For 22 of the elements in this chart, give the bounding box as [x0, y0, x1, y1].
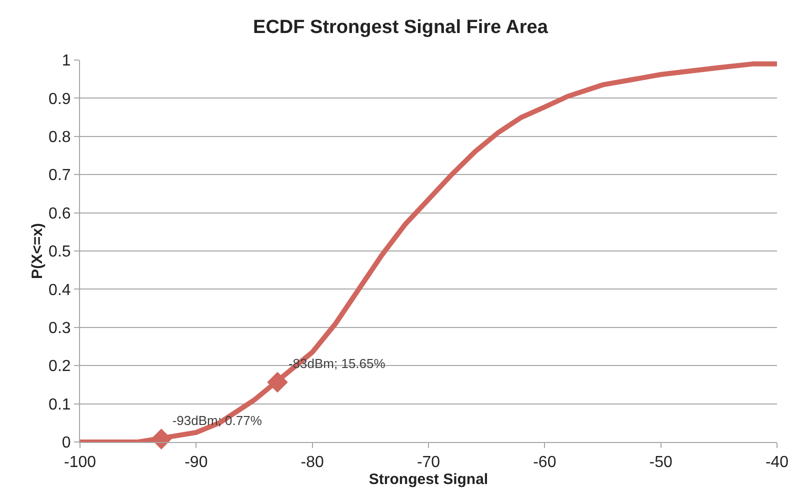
- y-tick-label: 0.1: [48, 396, 71, 414]
- y-tick-label: 0.8: [48, 129, 71, 146]
- x-tick-label: -50: [649, 454, 672, 472]
- data-label: -93dBm; 0.77%: [172, 412, 262, 428]
- x-tick-label: -70: [416, 454, 440, 472]
- y-tick-label: 0.2: [48, 358, 71, 376]
- y-axis-title: P(X<=x): [28, 223, 46, 279]
- y-tick-label: 0: [62, 434, 71, 452]
- y-tick-label: 1: [62, 52, 71, 70]
- x-tick-label: -60: [533, 454, 556, 472]
- x-tick-label: -90: [184, 454, 208, 472]
- y-tick-label: 0.5: [48, 244, 71, 261]
- y-tick-label: 0.3: [48, 320, 71, 337]
- y-tick-label: 0.4: [48, 282, 71, 299]
- x-tick-label: -40: [765, 454, 789, 472]
- y-tick-label: 0.7: [48, 167, 71, 184]
- y-tick-label: 0.9: [48, 90, 71, 108]
- x-tick-label: -80: [300, 454, 324, 472]
- chart-title: ECDF Strongest Signal Fire Area: [253, 17, 548, 38]
- x-axis-title: Strongest Signal: [368, 471, 488, 488]
- y-tick-label: 0.6: [48, 205, 71, 222]
- x-tick-label: -100: [64, 454, 96, 472]
